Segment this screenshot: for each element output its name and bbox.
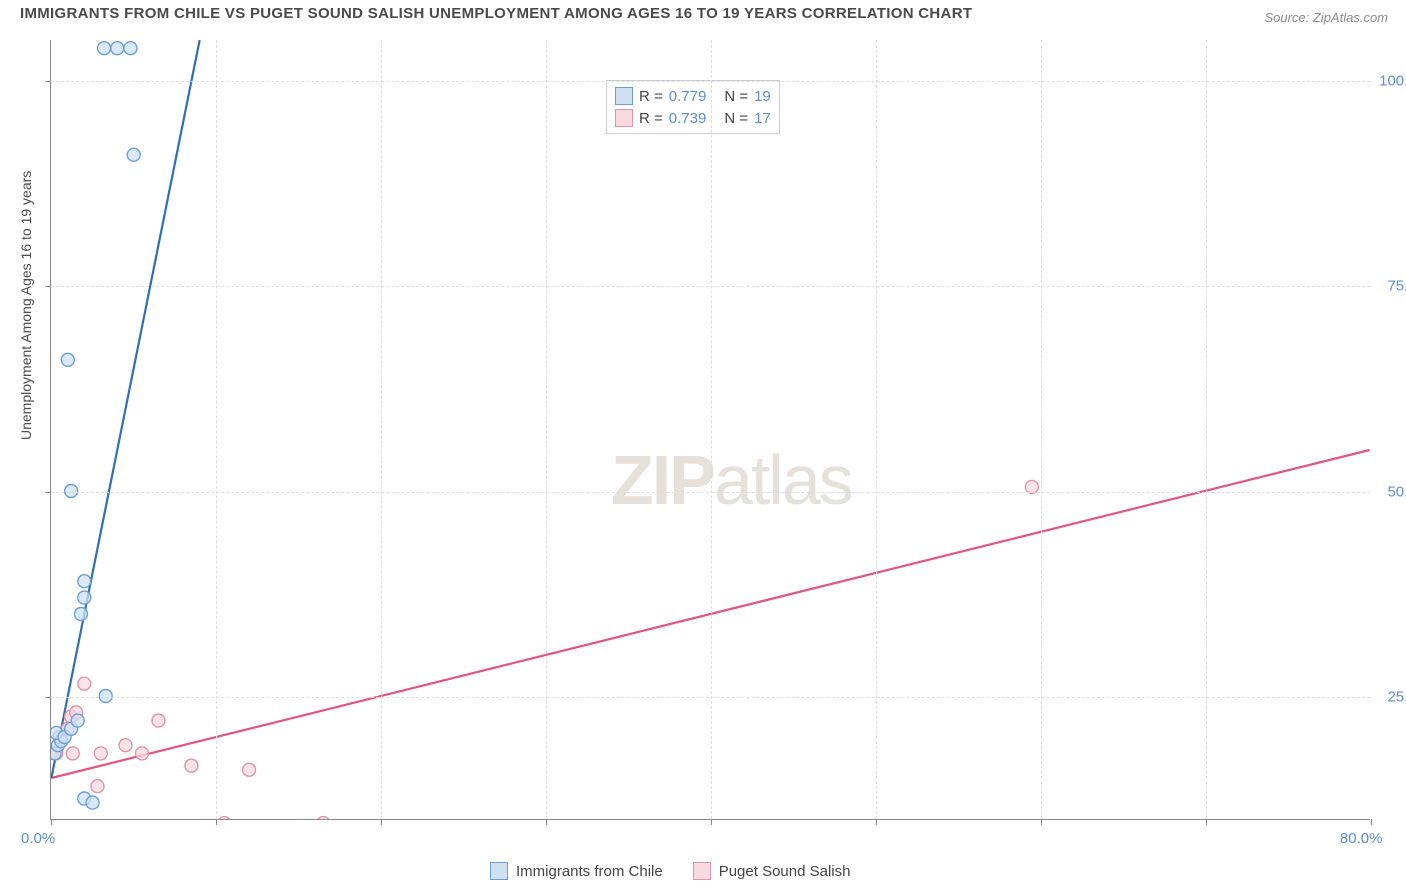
legend-swatch [615,87,633,105]
gridline-v [711,40,712,819]
data-point [70,706,83,719]
stat-r-label: R = [639,88,663,105]
legend-label: Immigrants from Chile [516,863,663,880]
data-point [152,714,165,727]
xtick-mark [381,819,382,825]
xtick-mark [216,819,217,825]
ytick-mark [45,697,51,698]
data-point [55,735,68,748]
data-point [78,792,91,805]
legend-swatch [490,862,508,880]
data-point [119,739,132,752]
stats-legend: R = 0.779 N = 19 R = 0.739 N = 17 [606,80,780,134]
data-point [51,726,63,739]
data-point [51,747,61,760]
chart-title: IMMIGRANTS FROM CHILE VS PUGET SOUND SAL… [20,5,972,22]
gridline-v [546,40,547,819]
data-point [98,42,111,55]
gridline-v [1206,40,1207,819]
xtick-mark [1206,819,1207,825]
stats-row: R = 0.779 N = 19 [615,85,771,107]
watermark: ZIPatlas [611,440,852,520]
data-point [127,148,140,161]
data-point [94,747,107,760]
legend-swatch [693,862,711,880]
xtick-mark [546,819,547,825]
stat-r-value: 0.779 [669,88,707,105]
legend-item: Puget Sound Salish [693,862,851,880]
xtick-label: 0.0% [21,830,55,847]
data-point [65,722,78,735]
data-point [185,759,198,772]
stat-r-value: 0.739 [669,110,707,127]
stat-n-value: 17 [754,110,771,127]
ytick-mark [45,286,51,287]
data-point [243,763,256,776]
data-point [218,817,231,819]
ytick-label: 25.0% [1387,688,1406,705]
gridline-v [381,40,382,819]
legend-swatch [615,109,633,127]
data-point [61,722,74,735]
data-point [51,739,64,752]
xtick-mark [711,819,712,825]
gridline-v [876,40,877,819]
ytick-mark [45,81,51,82]
xtick-mark [876,819,877,825]
data-point [75,608,88,621]
plot-area: ZIPatlas R = 0.779N = 19R = 0.739N = 17 … [50,40,1370,820]
legend-label: Puget Sound Salish [719,863,851,880]
data-point [58,731,71,744]
y-axis-label: Unemployment Among Ages 16 to 19 years [18,171,34,440]
data-point [317,817,330,819]
ytick-mark [45,492,51,493]
legend-item: Immigrants from Chile [490,862,663,880]
stat-n-label: N = [724,88,748,105]
data-point [91,780,104,793]
data-point [78,575,91,588]
xtick-mark [1371,819,1372,825]
data-point [135,747,148,760]
stat-r-label: R = [639,110,663,127]
stat-n-label: N = [724,110,748,127]
xtick-label: 80.0% [1340,830,1383,847]
gridline-v [216,40,217,819]
xtick-mark [1041,819,1042,825]
data-point [55,735,68,748]
ytick-label: 50.0% [1387,483,1406,500]
data-point [86,796,99,809]
ytick-label: 100.0% [1379,73,1406,90]
data-point [53,731,66,744]
data-point [65,710,78,723]
bottom-legend: Immigrants from Chile Puget Sound Salish [490,862,850,880]
stat-n-value: 19 [754,88,771,105]
stats-row: R = 0.739 N = 17 [615,107,771,129]
data-point [111,42,124,55]
gridline-v [1041,40,1042,819]
data-point [71,714,84,727]
data-point [66,747,79,760]
xtick-mark [51,819,52,825]
data-point [78,677,91,690]
data-point [51,747,63,760]
data-point [61,353,74,366]
data-point [124,42,137,55]
regression-line [51,40,199,778]
data-point [78,591,91,604]
source-attribution: Source: ZipAtlas.com [1264,10,1388,25]
ytick-label: 75.0% [1387,278,1406,295]
